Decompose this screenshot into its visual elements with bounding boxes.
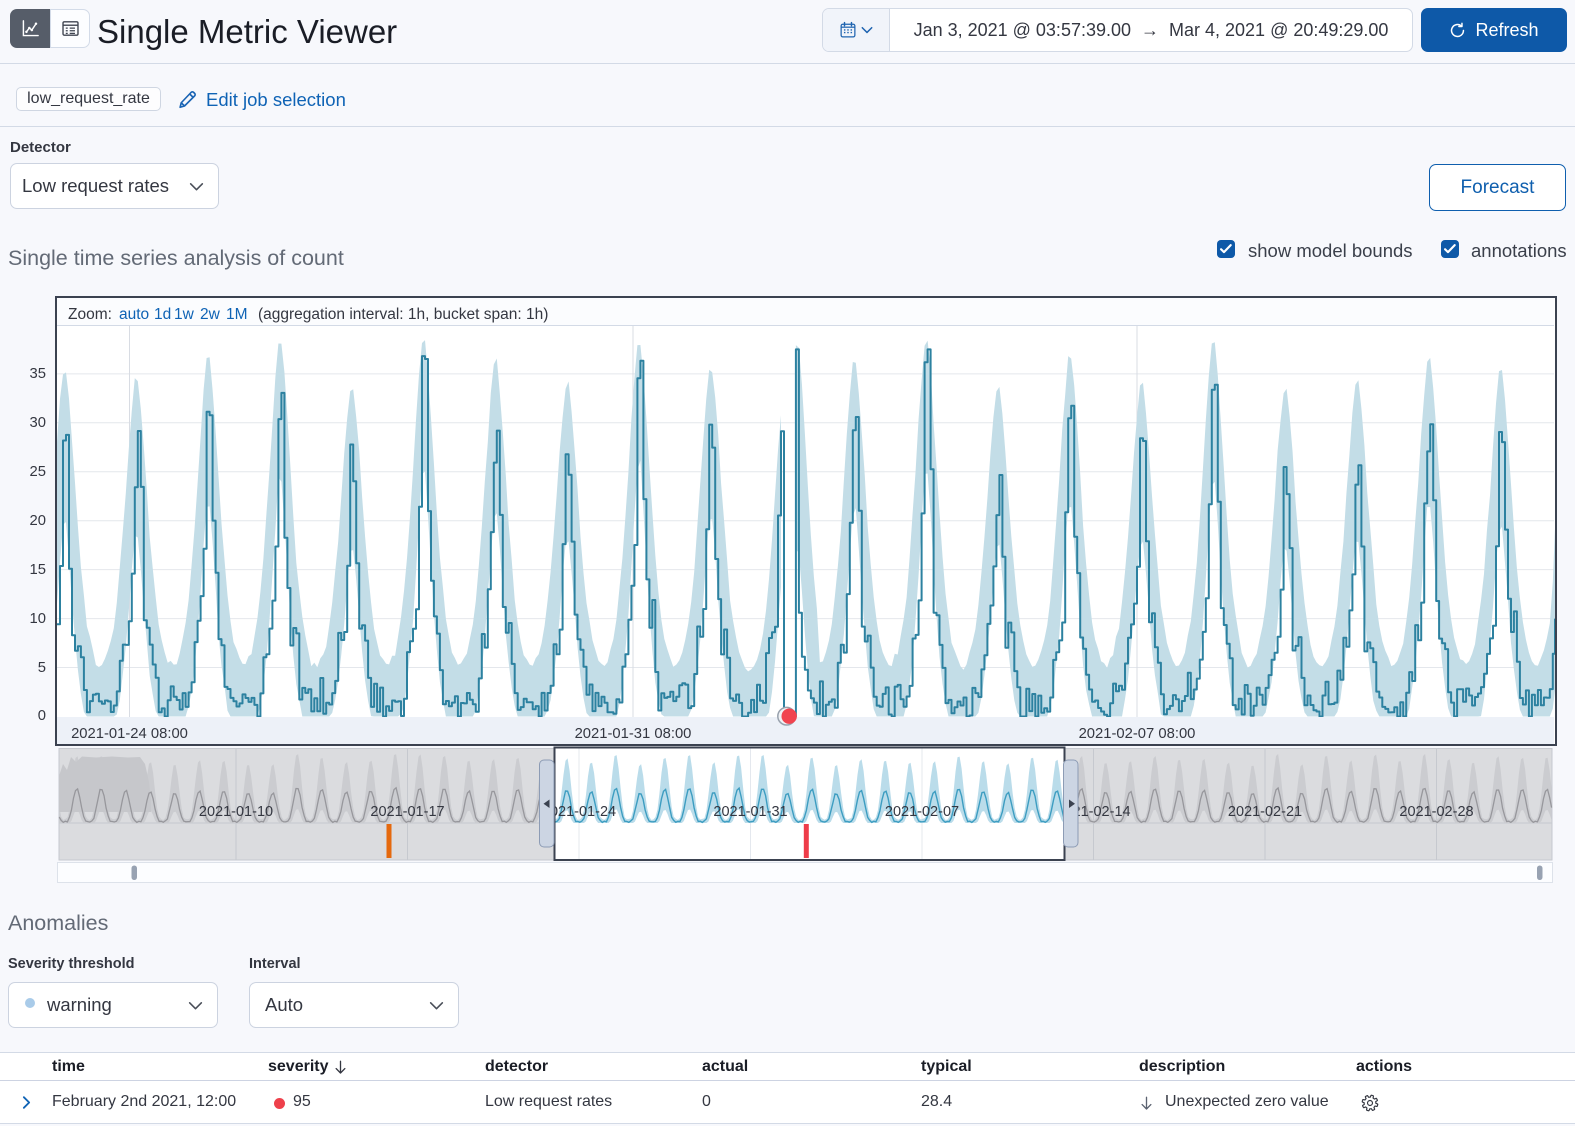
svg-text:2w: 2w: [200, 306, 221, 323]
svg-text:(aggregation interval: 1h, buc: (aggregation interval: 1h, bucket span: …: [258, 306, 548, 323]
svg-text:2021-01-10: 2021-01-10: [199, 804, 273, 820]
svg-text:2021-01-24 08:00: 2021-01-24 08:00: [71, 726, 188, 742]
svg-text:2021-01-17: 2021-01-17: [370, 804, 444, 820]
svg-text:2021-02-21: 2021-02-21: [1228, 804, 1302, 820]
svg-text:auto: auto: [119, 306, 149, 323]
svg-text:2021-02-07: 2021-02-07: [885, 804, 959, 820]
svg-text:2021-02-07 08:00: 2021-02-07 08:00: [1079, 726, 1196, 742]
svg-text:2021-01-24: 2021-01-24: [542, 804, 616, 820]
svg-text:2021-01-31 08:00: 2021-01-31 08:00: [575, 726, 692, 742]
svg-text:2021-01-31: 2021-01-31: [713, 804, 787, 820]
svg-text:1d: 1d: [154, 306, 171, 323]
svg-text:2021-02-28: 2021-02-28: [1399, 804, 1473, 820]
svg-text:1w: 1w: [174, 306, 195, 323]
svg-text:Zoom:: Zoom:: [68, 306, 112, 323]
svg-text:1M: 1M: [226, 306, 248, 323]
